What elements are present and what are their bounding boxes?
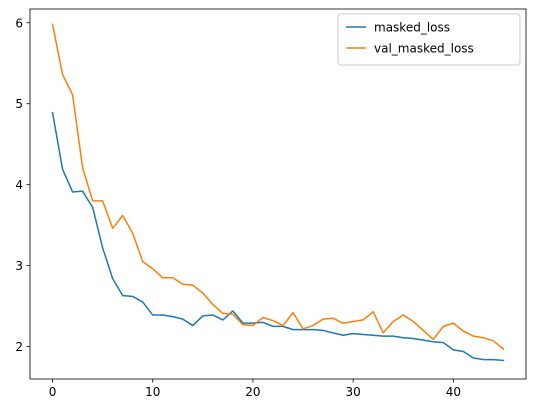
series-line-masked-loss bbox=[51, 111, 505, 362]
y-tick-label: 5 bbox=[15, 97, 23, 111]
x-tick-label: 20 bbox=[245, 385, 260, 399]
x-tick-label: 40 bbox=[446, 385, 461, 399]
series-lines bbox=[51, 23, 505, 362]
plot-area bbox=[30, 9, 526, 379]
x-tick-label: 10 bbox=[145, 385, 160, 399]
y-tick-label: 4 bbox=[15, 178, 23, 192]
legend: masked_loss val_masked_loss bbox=[337, 13, 521, 66]
legend-label: val_masked_loss bbox=[374, 42, 474, 56]
y-axis: 2 3 4 5 6 bbox=[15, 16, 30, 354]
x-axis: 0 10 20 30 40 bbox=[49, 379, 461, 399]
legend-label: masked_loss bbox=[374, 21, 450, 35]
y-tick-label: 2 bbox=[15, 340, 23, 354]
y-tick-label: 6 bbox=[15, 16, 23, 30]
x-tick-label: 0 bbox=[49, 385, 57, 399]
y-tick-label: 3 bbox=[15, 259, 23, 273]
legend-box bbox=[337, 13, 521, 66]
axes-frame bbox=[29, 8, 527, 380]
series-line-val-masked-loss bbox=[51, 23, 505, 351]
x-tick-label: 30 bbox=[346, 385, 361, 399]
